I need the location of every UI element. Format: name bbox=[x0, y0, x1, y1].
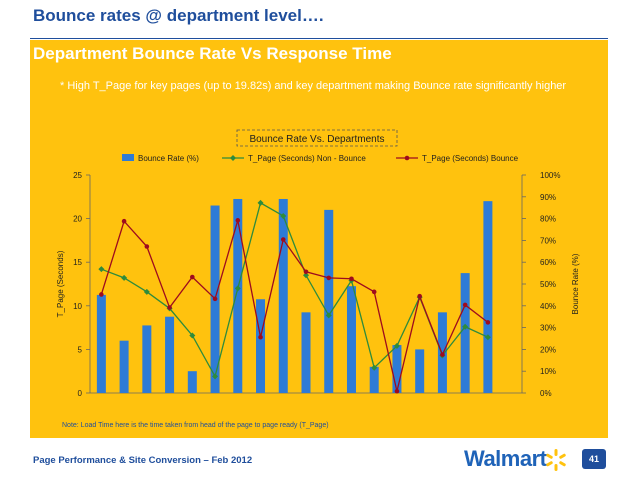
bounce-point bbox=[280, 237, 286, 242]
y-tick-label: 10 bbox=[73, 302, 82, 311]
page-title: Bounce rates @ department level…. bbox=[33, 6, 324, 25]
y2-tick-label: 100% bbox=[540, 171, 560, 180]
bar bbox=[142, 325, 152, 393]
bounce-point bbox=[144, 244, 150, 249]
chart-title-box bbox=[236, 129, 398, 147]
non-bounce-line bbox=[101, 201, 489, 379]
header-line bbox=[30, 38, 608, 39]
bar bbox=[301, 312, 311, 393]
bounce-point bbox=[326, 275, 332, 281]
bounce-point bbox=[167, 305, 172, 310]
bar bbox=[96, 294, 106, 393]
legend-marker bbox=[230, 155, 236, 161]
bounce-point bbox=[121, 218, 127, 224]
y2-tick-label: 60% bbox=[540, 258, 556, 267]
bounce-point bbox=[394, 388, 400, 394]
non-bounce-point bbox=[462, 323, 469, 330]
bounce-point bbox=[440, 352, 445, 357]
legend-label: Bounce Rate (%) bbox=[138, 154, 199, 163]
bounce-point bbox=[462, 302, 468, 308]
bounce-line bbox=[100, 219, 489, 392]
non-bounce-point bbox=[325, 312, 332, 319]
bar bbox=[369, 366, 379, 393]
bar bbox=[346, 286, 356, 393]
bar bbox=[256, 299, 266, 393]
legend-label: T_Page (Seconds) Non - Bounce bbox=[248, 154, 366, 163]
bar bbox=[460, 273, 470, 393]
chart-title: Bounce Rate Vs. Departments bbox=[249, 134, 384, 145]
y2-tick-label: 10% bbox=[540, 367, 556, 376]
bounce-point bbox=[235, 218, 241, 223]
bar bbox=[415, 349, 425, 393]
footer-text: Page Performance & Site Conversion – Feb… bbox=[33, 455, 253, 466]
bounce-point bbox=[485, 320, 491, 325]
non-bounce-point bbox=[484, 334, 491, 341]
bar bbox=[119, 340, 129, 393]
non-bounce-point bbox=[212, 373, 219, 380]
legend-swatch-bar bbox=[122, 154, 134, 161]
y-tick-label: 5 bbox=[78, 345, 83, 354]
bounce-point bbox=[190, 274, 195, 280]
y-tick-label: 20 bbox=[73, 215, 82, 224]
y2-tick-label: 90% bbox=[540, 193, 556, 202]
non-bounce-point bbox=[257, 199, 264, 206]
non-bounce-point bbox=[280, 212, 287, 219]
y2-tick-label: 80% bbox=[540, 215, 556, 224]
non-bounce-point bbox=[189, 332, 196, 339]
non-bounce-point bbox=[121, 274, 128, 281]
bounce-point bbox=[258, 334, 263, 340]
y-tick-label: 15 bbox=[73, 258, 82, 267]
bounce-point bbox=[303, 269, 309, 275]
y-axis-label: T_Page (Seconds) bbox=[56, 250, 65, 317]
bar bbox=[278, 198, 288, 393]
non-bounce-point bbox=[143, 288, 150, 295]
y2-tick-label: 0% bbox=[540, 389, 552, 398]
bar bbox=[392, 345, 402, 393]
y2-tick-label: 40% bbox=[540, 302, 556, 311]
non-bounce-point bbox=[371, 364, 378, 371]
legend-label: T_Page (Seconds) Bounce bbox=[422, 154, 519, 163]
bar bbox=[187, 371, 197, 393]
bounce-point bbox=[99, 292, 104, 297]
chart: Bounce Rate Vs. Departments Bounce Rate (… bbox=[56, 129, 580, 398]
y2-tick-label: 20% bbox=[540, 345, 556, 354]
bar bbox=[483, 201, 493, 393]
bounce-point bbox=[349, 276, 354, 282]
walmart-logo: Walmart bbox=[464, 446, 574, 474]
bar bbox=[233, 198, 243, 393]
panel-title: Department Bounce Rate Vs Response Time bbox=[33, 44, 392, 63]
non-bounce-point bbox=[234, 285, 241, 292]
bounce-point bbox=[212, 296, 218, 302]
bounce-point bbox=[371, 289, 377, 295]
y-tick-label: 0 bbox=[78, 389, 83, 398]
non-bounce-point bbox=[98, 266, 105, 273]
spark-icon bbox=[546, 449, 566, 471]
bar bbox=[324, 209, 334, 393]
y2-tick-label: 70% bbox=[540, 236, 556, 245]
page-number: 41 bbox=[582, 449, 606, 469]
bar bbox=[165, 316, 175, 393]
non-bounce-point bbox=[303, 272, 309, 279]
legend-marker bbox=[404, 155, 410, 161]
y2-tick-label: 30% bbox=[540, 324, 556, 333]
y-tick-label: 25 bbox=[73, 171, 82, 180]
non-bounce-point bbox=[393, 342, 400, 349]
y2-tick-label: 50% bbox=[540, 280, 556, 289]
bounce-point bbox=[417, 293, 422, 299]
y2-axis-label: Bounce Rate (%) bbox=[571, 253, 580, 314]
note-text: * High T_Page for key pages (up to 19.82… bbox=[60, 80, 567, 92]
logo-text: Walmart bbox=[464, 446, 547, 471]
footnote: Note: Load Time here is the time taken f… bbox=[62, 422, 329, 429]
